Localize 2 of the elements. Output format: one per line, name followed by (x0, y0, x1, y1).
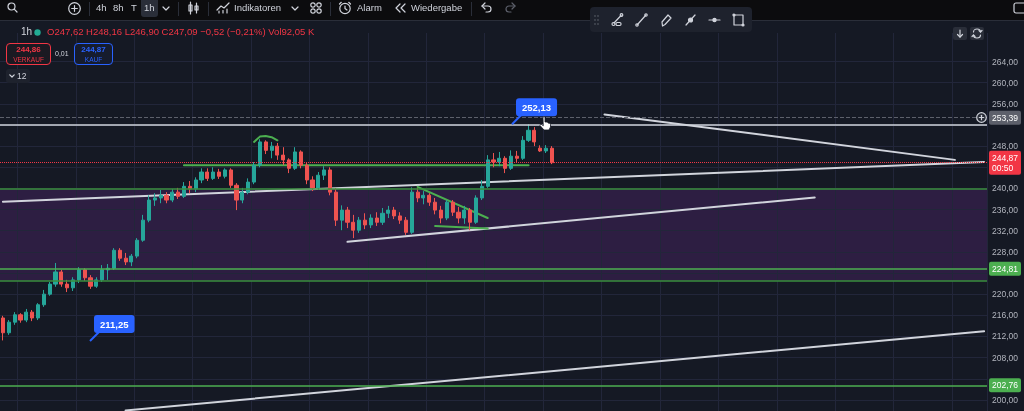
candlestick (7, 319, 11, 336)
candlestick (1, 315, 5, 341)
